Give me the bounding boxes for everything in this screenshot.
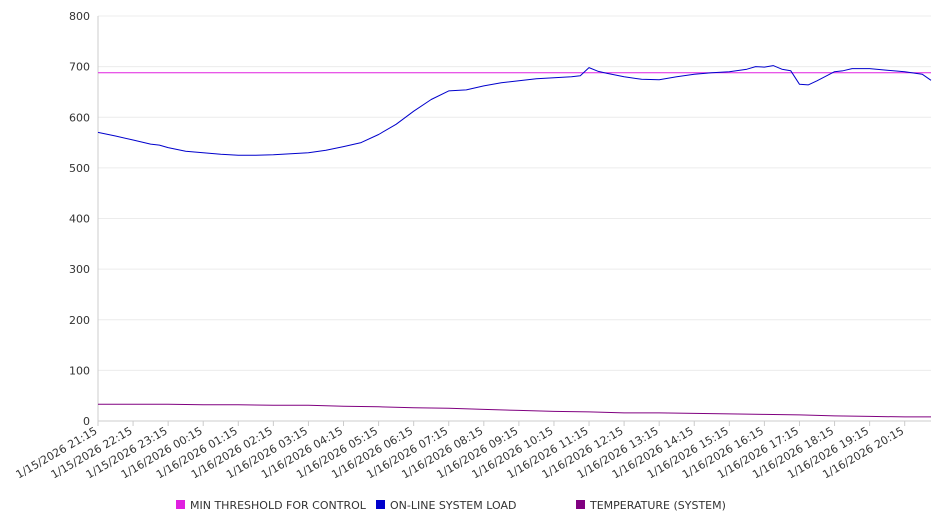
series-layer bbox=[97, 65, 932, 418]
series-line-2 bbox=[98, 403, 931, 418]
y-tick-label: 300 bbox=[69, 263, 90, 276]
y-tick-label: 500 bbox=[69, 162, 90, 175]
grid-layer bbox=[98, 15, 931, 371]
legend-label: ON-LINE SYSTEM LOAD bbox=[390, 499, 516, 512]
legend-label: MIN THRESHOLD FOR CONTROL bbox=[190, 499, 367, 512]
y-tick-label: 100 bbox=[69, 364, 90, 377]
y-tick-label: 400 bbox=[69, 213, 90, 226]
y-tick-label: 800 bbox=[69, 10, 90, 23]
y-tick-label: 700 bbox=[69, 61, 90, 74]
legend: MIN THRESHOLD FOR CONTROL ON-LINE SYSTEM … bbox=[176, 499, 726, 512]
legend-swatch bbox=[576, 500, 585, 509]
legend-swatch bbox=[176, 500, 185, 509]
y-tick-label: 600 bbox=[69, 111, 90, 124]
series-line-1 bbox=[97, 65, 932, 156]
y-tick-label: 200 bbox=[69, 314, 90, 327]
legend-label: TEMPERATURE (SYSTEM) bbox=[589, 499, 726, 512]
y-tick-label: 0 bbox=[83, 415, 90, 428]
legend-swatch bbox=[376, 500, 385, 509]
